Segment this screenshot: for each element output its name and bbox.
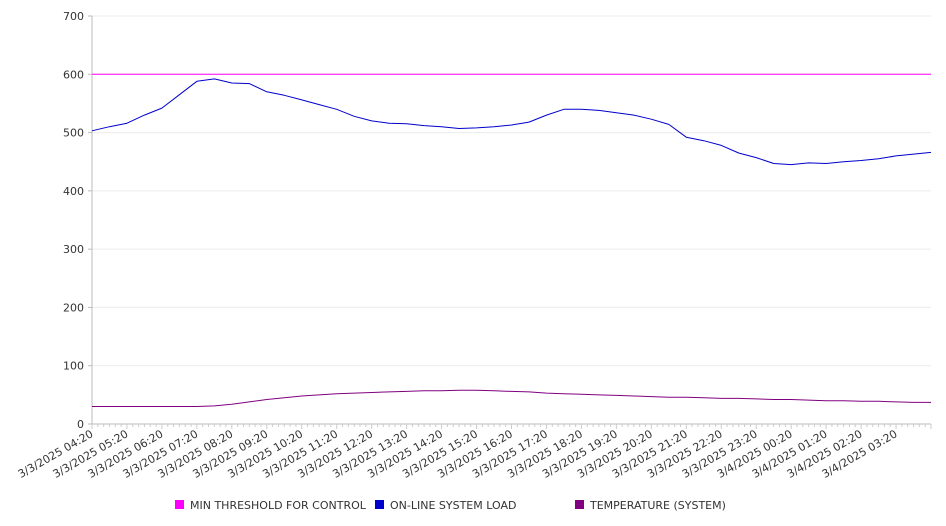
series-lines: [91, 73, 932, 407]
axes: [91, 16, 931, 425]
y-tick-label: 700: [63, 10, 84, 23]
legend-swatch: [175, 500, 184, 509]
x-axis-ticks: 3/3/2025 04:203/3/2025 05:203/3/2025 06:…: [16, 424, 932, 481]
legend-swatch: [375, 500, 384, 509]
legend-label: ON-LINE SYSTEM LOAD: [390, 499, 516, 512]
legend-swatch: [575, 500, 584, 509]
y-tick-label: 600: [63, 68, 84, 81]
y-axis-ticks: 0 100 200 300 400 500 600 700: [63, 10, 92, 431]
y-tick-label: 0: [77, 418, 84, 431]
y-tick-label: 400: [63, 185, 84, 198]
legend: MIN THRESHOLD FOR CONTROL ON-LINE SYSTEM …: [175, 499, 726, 512]
y-tick-label: 200: [63, 301, 84, 314]
y-tick-label: 500: [63, 127, 84, 140]
legend-label: MIN THRESHOLD FOR CONTROL: [190, 499, 367, 512]
series-line-2: [91, 78, 932, 166]
y-tick-label: 100: [63, 360, 84, 373]
series-line-3: [92, 389, 931, 407]
gridlines: [92, 15, 931, 367]
y-tick-label: 300: [63, 243, 84, 256]
legend-label: TEMPERATURE (SYSTEM): [589, 499, 726, 512]
